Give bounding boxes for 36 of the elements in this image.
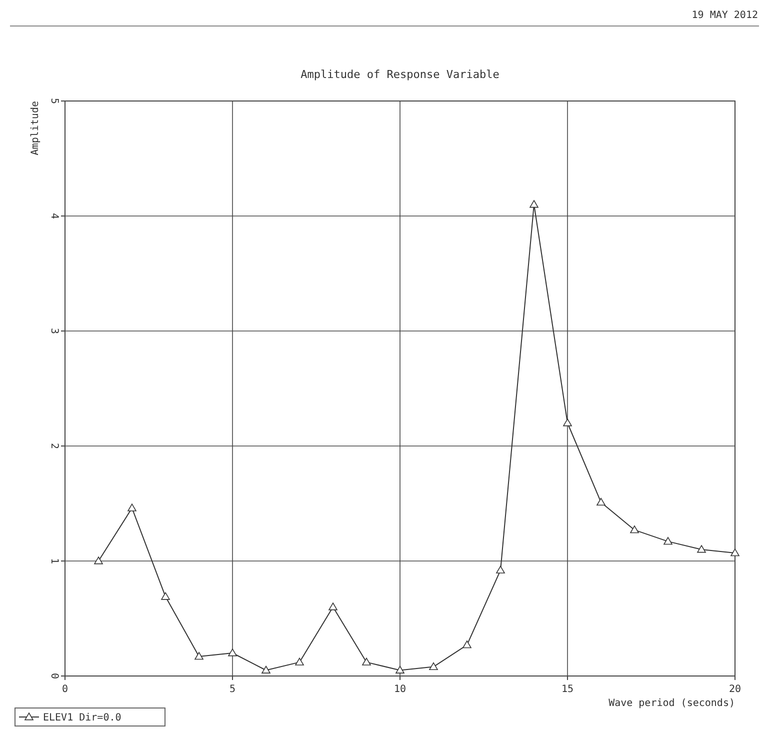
y-tick-label: 0 — [48, 672, 60, 680]
point — [161, 592, 170, 600]
point — [563, 418, 572, 426]
point — [262, 666, 270, 674]
x-tick-label: 10 — [394, 684, 406, 695]
point — [295, 658, 304, 666]
point — [462, 640, 472, 648]
point — [362, 658, 371, 666]
point — [194, 652, 204, 660]
point — [697, 545, 706, 553]
y-tick-label: 5 — [48, 98, 60, 104]
legend-label: ELEV1 Dir=0.0 — [43, 712, 122, 724]
point — [730, 548, 740, 556]
point — [328, 602, 338, 610]
y-tick-label: 1 — [48, 558, 60, 564]
point — [94, 556, 103, 564]
text: 19 MAY 2012 — [692, 10, 758, 21]
x-tick-label: 5 — [229, 684, 236, 695]
point — [396, 666, 404, 674]
y-tick-label: 2 — [48, 442, 60, 450]
point — [128, 504, 136, 512]
x-axis-title: Wave period (seconds) — [608, 698, 735, 709]
x-tick-label: 15 — [561, 684, 574, 695]
point — [530, 200, 538, 208]
x-tick-label: 20 — [728, 684, 742, 695]
point — [228, 648, 237, 656]
point — [630, 526, 639, 534]
y-tick-label: 3 — [48, 328, 60, 334]
point — [596, 498, 606, 506]
x-tick-label: 0 — [62, 684, 68, 695]
y-tick-label: 4 — [48, 212, 60, 220]
point — [429, 662, 438, 670]
point — [496, 566, 505, 574]
point — [664, 537, 672, 545]
chart-title: Amplitude of Response Variable — [300, 68, 500, 81]
y-axis-title: Amplitude — [30, 101, 41, 156]
